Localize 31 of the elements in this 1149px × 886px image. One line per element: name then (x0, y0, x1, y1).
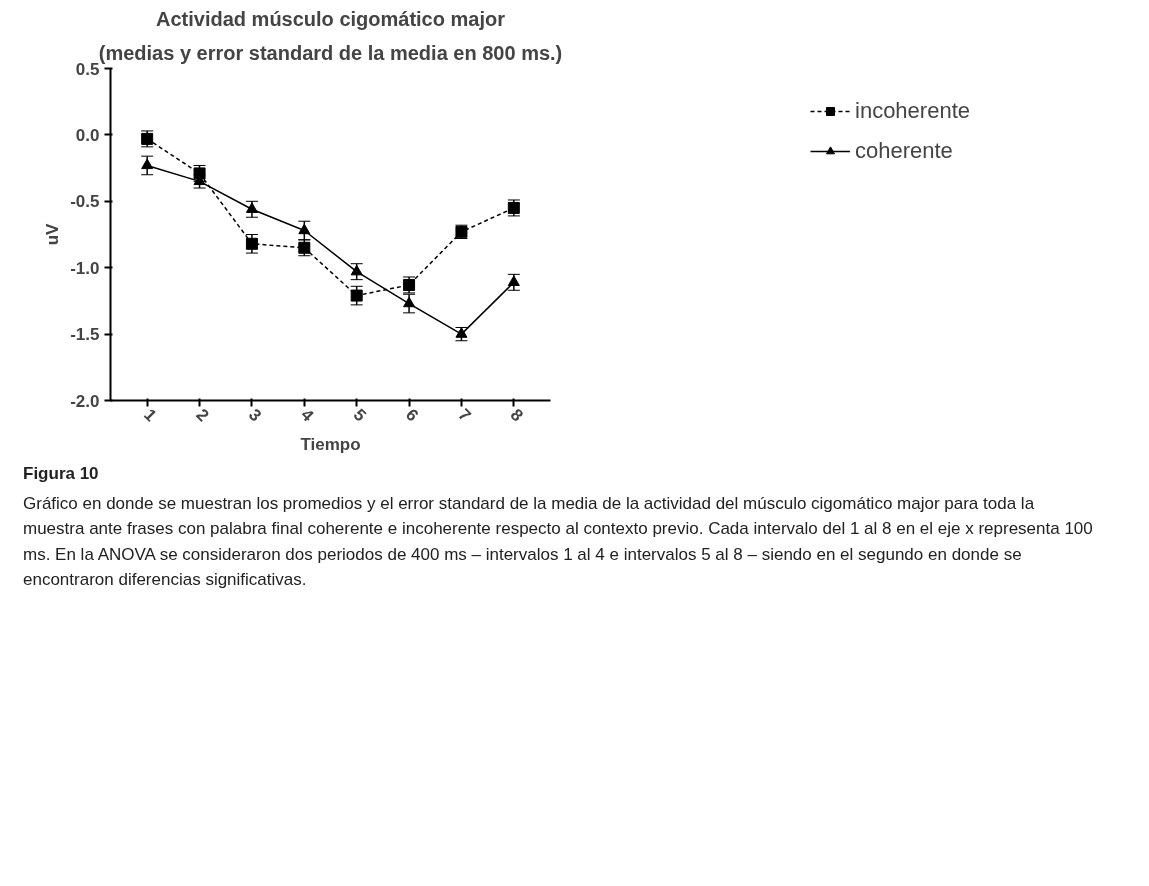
x-tick-label: 8 (506, 405, 527, 426)
point (141, 158, 154, 170)
text: Gráfico en donde se muestran los promedios y el error standard de la media de la actividad del músculo cigomático major para toda la muestra ante frases con palabra final coherente e incoherente respecto al contexto previo. Cada intervalo del 1 al 8 en el eje x representa 100 ms. En la ANOVA se consideraron dos periodos de 400 ms – intervalos 1 al 4 e intervalos 5 al 8 – siendo en el segundo en donde se encontraron diferencias significativas. (23, 492, 1094, 591)
point (507, 275, 520, 286)
x-tick-label: 6 (402, 405, 423, 426)
point (350, 289, 363, 302)
x-tick-label: 5 (349, 405, 370, 426)
y-tick-label: 0.5 (75, 59, 100, 79)
x-tick-label: 3 (244, 405, 265, 426)
text: Figura 10 (23, 463, 100, 485)
y-tick-label: -0.5 (70, 192, 100, 212)
point (455, 327, 468, 338)
chart-title: Actividad músculo cigomático major (156, 7, 506, 30)
y-tick-label: -2.0 (70, 391, 100, 411)
legend-label: coherente (855, 138, 953, 164)
y-tick-label: -1.5 (70, 325, 100, 345)
x-tick-label: 7 (454, 405, 475, 426)
x-axis-title: Tiempo (300, 434, 361, 454)
point (403, 296, 416, 308)
y-tick-label: -1.0 (70, 258, 100, 278)
point (298, 223, 311, 235)
x-tick-label: 2 (192, 405, 213, 426)
point (245, 237, 258, 250)
point (245, 202, 258, 213)
y-tick-label: 0.0 (75, 125, 100, 145)
legend-label: incoherente (855, 98, 970, 124)
x-tick-label: 4 (297, 405, 318, 426)
chart-subtitle: (medias y error standard de la media en 800 ms.) (98, 41, 563, 64)
y-axis-title: uV (43, 222, 63, 246)
x-tick-label: 1 (140, 405, 161, 426)
point (350, 264, 363, 276)
